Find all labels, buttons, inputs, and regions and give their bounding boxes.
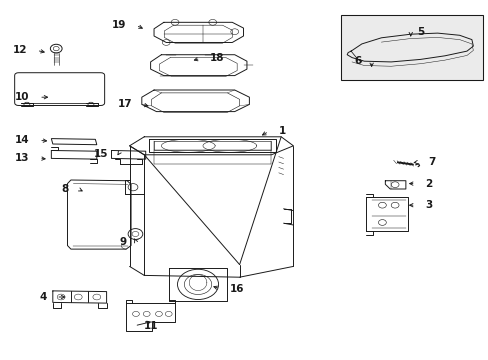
Text: 17: 17: [117, 99, 132, 109]
Text: 2: 2: [425, 179, 432, 189]
Text: 19: 19: [112, 20, 126, 30]
Text: 8: 8: [61, 184, 68, 194]
Text: 7: 7: [427, 157, 434, 167]
Text: 9: 9: [119, 237, 126, 247]
Text: 13: 13: [15, 153, 29, 163]
Text: 14: 14: [15, 135, 29, 145]
Text: 1: 1: [278, 126, 285, 136]
Text: 6: 6: [354, 56, 361, 66]
Text: 11: 11: [144, 321, 159, 331]
Text: 3: 3: [425, 200, 432, 210]
Text: 18: 18: [210, 53, 224, 63]
Text: 15: 15: [94, 149, 108, 159]
Polygon shape: [341, 15, 482, 80]
Text: 5: 5: [416, 27, 423, 37]
Text: 10: 10: [15, 92, 29, 102]
Text: 4: 4: [39, 292, 46, 302]
Text: 16: 16: [229, 284, 244, 294]
Text: 12: 12: [12, 45, 27, 55]
